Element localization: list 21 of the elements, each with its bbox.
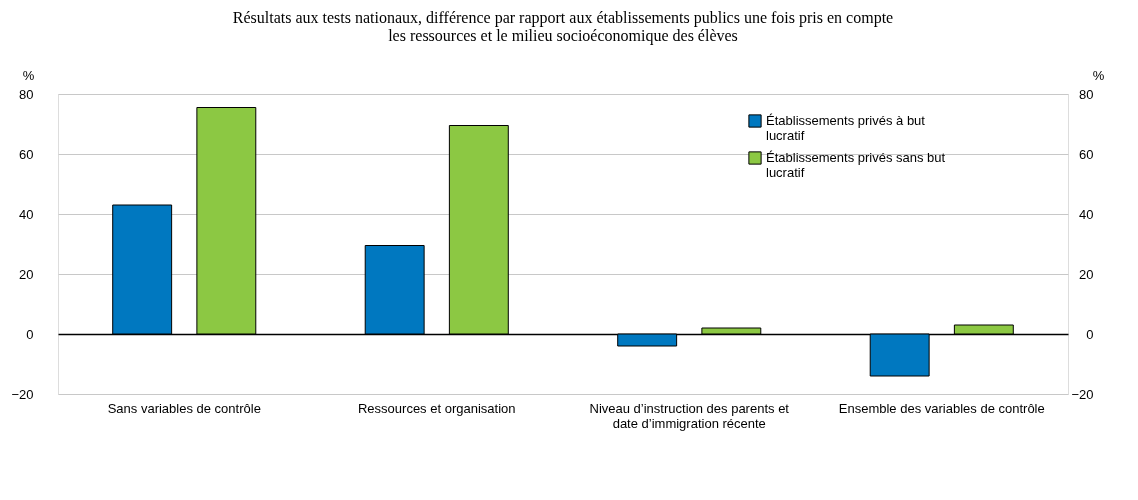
y2-axis-title: % (1092, 67, 1105, 83)
y2-tick-label: 40 (1079, 206, 1094, 222)
legend-label: Établissements privés à but lucratif (766, 113, 926, 143)
x-tick-label: Ensemble des variables de contrôle (838, 400, 1045, 416)
y-axis-title: % (22, 67, 35, 83)
x-tick-label: Sans variables de contrôle (107, 400, 261, 416)
x-tick-label: Niveau d’instruction des parents et date d’immigration récente (589, 400, 790, 431)
y2-tick-label: −20 (1071, 386, 1094, 402)
y-tick-label: 60 (19, 146, 34, 162)
y-tick-label: 0 (26, 326, 34, 342)
chart-title: Résultats aux tests nationaux, différence par rapport aux établissements publics une fois pris en compte les ressources et le milieu socioéconomique des élèves (232, 9, 894, 45)
x-tick-label: Ressources et organisation (357, 400, 516, 416)
y-tick-label: −20 (11, 386, 34, 402)
y2-tick-label: 20 (1079, 266, 1094, 282)
y-tick-label: 20 (19, 266, 34, 282)
legend-label: Établissements privés sans but lucratif (766, 150, 946, 180)
y2-tick-label: 0 (1086, 326, 1094, 342)
y2-tick-label: 60 (1079, 146, 1094, 162)
y-tick-label: 40 (19, 206, 34, 222)
y2-tick-label: 80 (1079, 86, 1094, 102)
y-tick-label: 80 (19, 86, 34, 102)
